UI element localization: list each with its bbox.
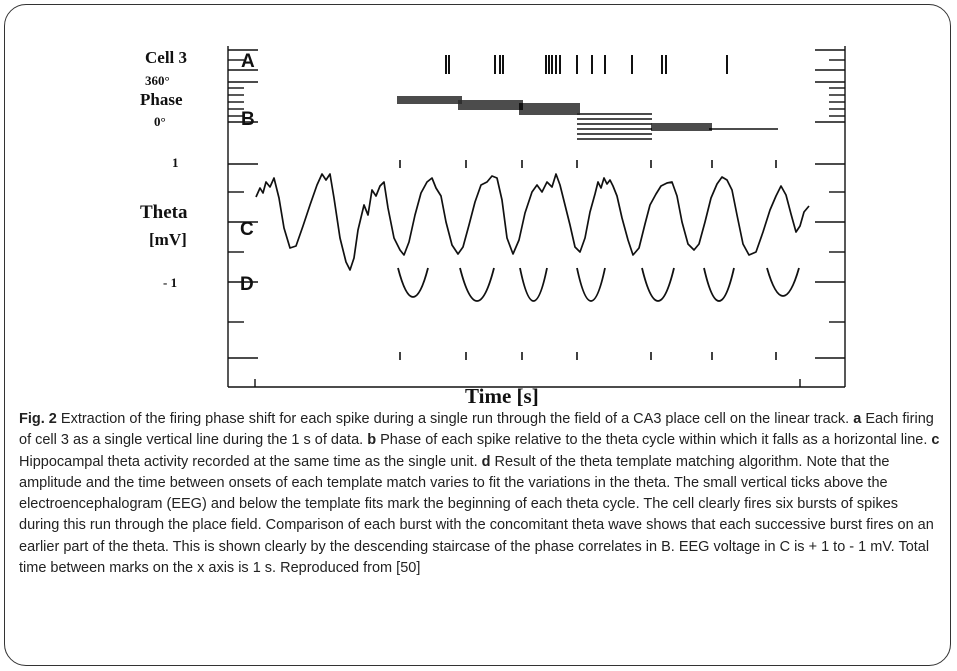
caption-text: Extraction of the firing phase shift for… [56, 411, 854, 427]
caption-label: Fig. 2 [19, 411, 57, 427]
phase-label: Phase [140, 90, 183, 109]
theta-cycle-ticks [399, 160, 777, 360]
figure-frame [4, 4, 951, 666]
template-fit [397, 267, 429, 298]
plot-axes [227, 46, 846, 388]
panel-letter-c: C [240, 219, 254, 240]
template-fit [459, 267, 495, 302]
caption-text: Result of the theta template matching al… [19, 453, 934, 577]
caption-panel-ref: d [481, 453, 491, 470]
figure-plot: Cell 3 360° Phase 0° 1 Theta [mV] - 1 A … [140, 46, 846, 408]
caption-text: Each firing of cell 3 as a single vertic… [19, 411, 934, 449]
caption-panel-ref: b [367, 432, 377, 449]
template-fit [766, 267, 800, 297]
voltage-max-label: 1 [172, 155, 179, 170]
cell-label: Cell 3 [145, 48, 187, 67]
template-fits [397, 267, 800, 302]
theta-trace [255, 173, 810, 271]
x-axis-label: Time [s] [465, 384, 539, 408]
template-fit [576, 267, 606, 302]
caption-body: Extraction of the firing phase shift for… [19, 411, 939, 576]
caption-text: Hippocampal theta activity recorded at t… [19, 453, 482, 470]
caption-panel-ref: a [853, 411, 862, 427]
phase-staircase [397, 96, 778, 140]
caption-text: Phase of each spike relative to the thet… [376, 432, 932, 449]
figure-caption: Fig. 2 Extraction of the firing phase sh… [19, 409, 941, 579]
y-axis-ticks [228, 49, 845, 359]
template-fit [703, 267, 735, 302]
x-axis-ticks [254, 379, 801, 387]
voltage-min-label: - 1 [163, 275, 177, 290]
theta-unit-label: [mV] [149, 230, 187, 249]
template-fit [641, 267, 675, 302]
theta-label: Theta [140, 202, 188, 223]
caption-panel-ref: c [931, 432, 940, 449]
spike-raster [445, 55, 728, 74]
panel-letter-d: D [240, 274, 254, 295]
template-fit [519, 267, 548, 302]
panel-letter-a: A [241, 51, 255, 72]
phase-min-label: 0° [154, 114, 166, 129]
phase-max-label: 360° [145, 73, 170, 88]
panel-letter-b: B [241, 109, 255, 130]
